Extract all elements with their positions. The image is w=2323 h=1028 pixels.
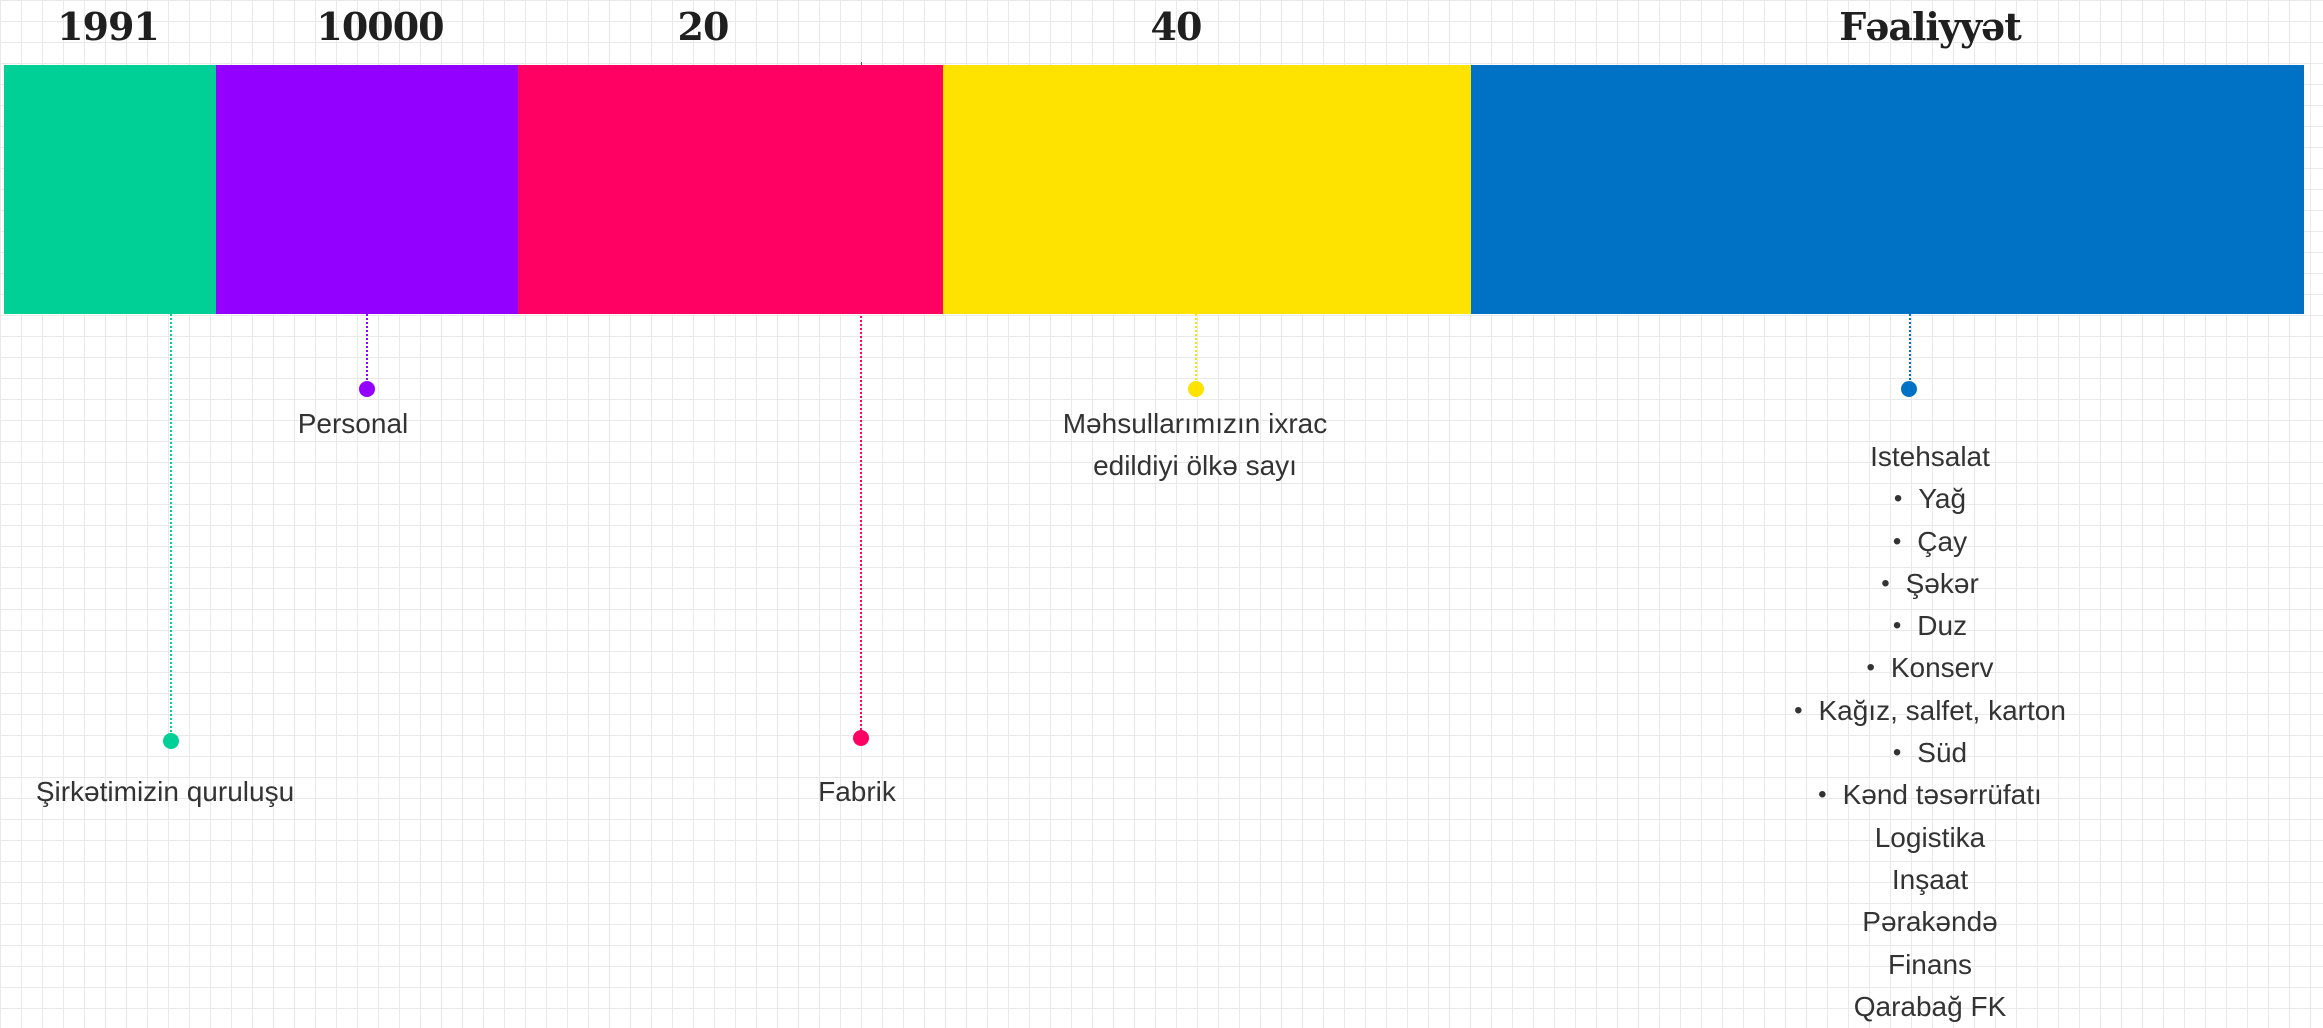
activity-list-item: Qarabağ FK <box>1853 990 2007 1022</box>
activity-list-item: Duz <box>1730 605 2130 647</box>
pink-tick-mark <box>861 62 862 66</box>
caption-countries-line-2: edildiyi ölkə sayı <box>1093 450 1297 481</box>
marker-founded-dot <box>163 733 179 749</box>
marker-staff-dot <box>359 381 375 397</box>
activity-list-item: Logistika <box>1874 821 1986 853</box>
activity-list-item: Süd <box>1730 732 2130 774</box>
band-pink <box>518 65 943 314</box>
activity-list-item: Pərakəndə <box>1862 906 1998 938</box>
caption-factories: Fabrik <box>818 776 896 807</box>
connector-staff <box>366 314 368 384</box>
activity-list-item: Şəkər <box>1730 563 2130 605</box>
activity-list-item: Kağız, salfet, karton <box>1730 690 2130 732</box>
stat-country-count: 40 <box>1150 4 1203 49</box>
marker-factories-dot <box>853 730 869 746</box>
activity-list-item: Çay <box>1730 521 2130 563</box>
activity-list-item: Finans <box>1887 948 1973 980</box>
stat-activity-heading: Fəaliyyət <box>1839 4 2022 49</box>
caption-staff: Personal <box>297 408 409 439</box>
activity-list-item: Inşaat <box>1891 863 1969 895</box>
activity-list-item: Konserv <box>1730 647 2130 689</box>
activity-list: Istehsalat YağÇayŞəkərDuzKonservKağız, sa… <box>1730 436 2130 1028</box>
band-yellow <box>943 65 1471 314</box>
connector-activity <box>1909 314 1911 384</box>
caption-founded: Şirkətimizin quruluşu <box>35 776 295 807</box>
activity-list-item: Yağ <box>1730 478 2130 520</box>
connector-factories <box>860 65 862 737</box>
marker-countries-dot <box>1188 381 1204 397</box>
band-purple <box>216 65 518 314</box>
stat-factory-count: 20 <box>677 4 730 49</box>
marker-activity-dot <box>1901 381 1917 397</box>
caption-countries-line-1: Məhsullarımızın ixrac <box>1062 408 1328 439</box>
connector-countries <box>1195 314 1197 384</box>
activity-list-item: Istehsalat <box>1870 441 1990 472</box>
band-blue <box>1471 65 2304 314</box>
stat-founded-year: 1991 <box>57 4 160 49</box>
stat-staff-count: 10000 <box>316 4 444 49</box>
activity-list-item: Kənd təsərrüfatı <box>1730 774 2130 816</box>
connector-founded <box>170 314 172 740</box>
caption-countries: Məhsullarımızın ixrac edildiyi ölkə sayı <box>1015 403 1375 487</box>
band-green <box>4 65 216 314</box>
